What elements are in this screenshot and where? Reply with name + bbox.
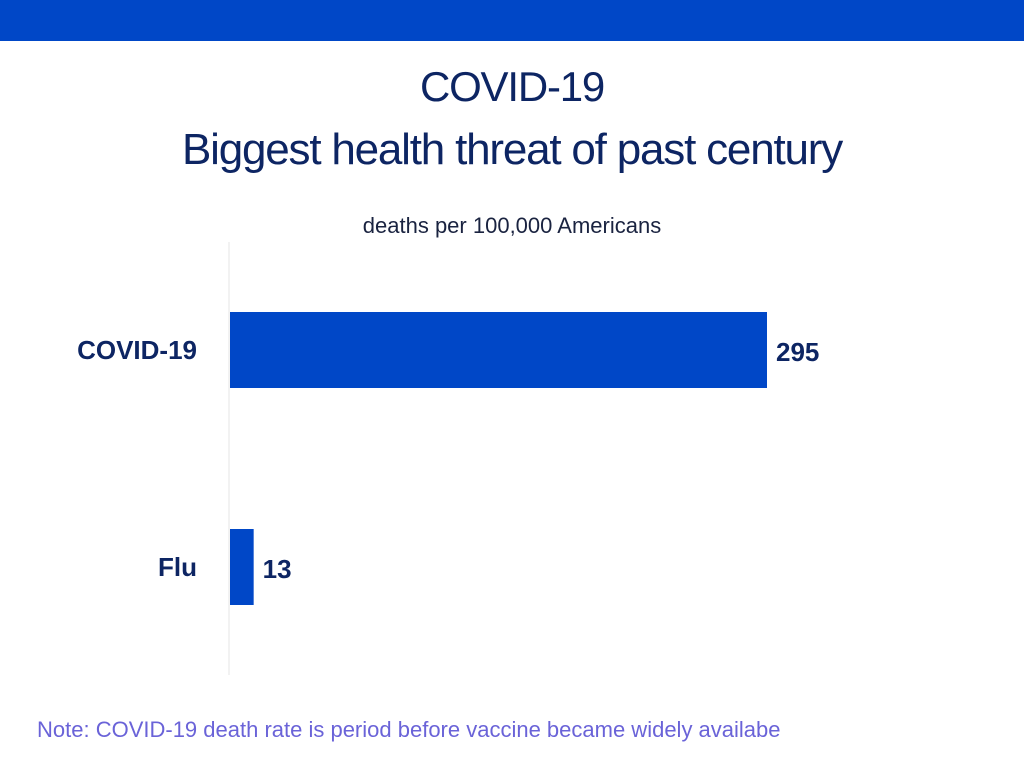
bar-covid-19 [230, 312, 767, 388]
slide-subtitle-headline: Biggest health threat of past century [181, 125, 843, 174]
top-banner [0, 0, 1024, 41]
slide-title: COVID-19 [419, 63, 605, 110]
footnote: Note: COVID-19 death rate is period befo… [37, 717, 781, 742]
category-label: Flu [158, 552, 197, 582]
bar-flu [230, 529, 254, 605]
data-label: 13 [263, 554, 292, 584]
data-label: 295 [776, 337, 819, 367]
chart-subtitle: deaths per 100,000 Americans [362, 213, 662, 238]
category-label: COVID-19 [77, 335, 197, 365]
